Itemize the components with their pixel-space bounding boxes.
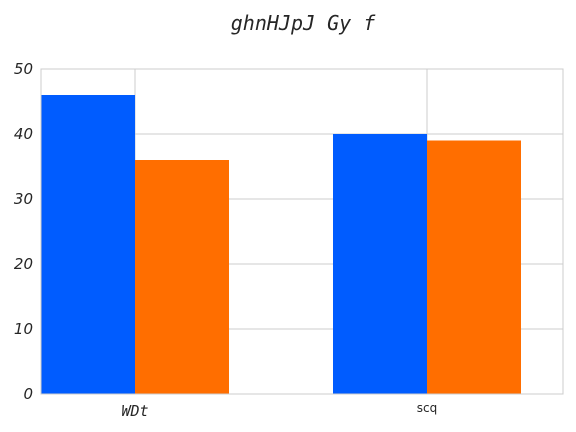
- x-axis-ticks: WDt scq: [121, 401, 437, 420]
- bar-WDt-series-1: [41, 95, 135, 394]
- y-tick-label: 20: [14, 255, 33, 273]
- y-axis-ticks: 0 10 20 30 40 50: [14, 60, 33, 403]
- chart-title: ghnHJpJ Gy f: [231, 11, 376, 35]
- bars: [41, 95, 521, 394]
- y-tick-label: 50: [14, 60, 33, 78]
- bar-scq-series-1: [333, 134, 427, 394]
- y-tick-label: 30: [14, 190, 33, 208]
- y-tick-label: 10: [14, 320, 33, 338]
- y-tick-label: 0: [23, 385, 33, 403]
- bar-WDt-series-2: [135, 160, 229, 394]
- x-tick-label: WDt: [121, 402, 148, 420]
- bar-scq-series-2: [427, 140, 521, 394]
- plot-frame: [40, 68, 564, 395]
- y-tick-label: 40: [14, 125, 33, 143]
- x-tick-label: scq: [417, 401, 437, 415]
